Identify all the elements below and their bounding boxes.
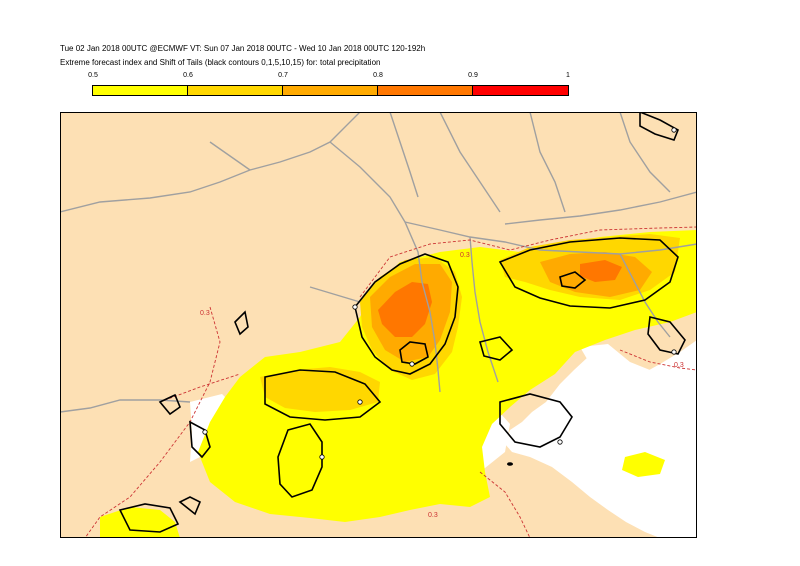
color-legend: 0.5 0.6 0.7 0.8 0.9 1 <box>88 72 574 100</box>
map-subtitle: Extreme forecast index and Shift of Tail… <box>60 58 381 67</box>
sot-contours <box>118 112 686 533</box>
contour-label-0.3-south: 0.3 <box>428 512 438 519</box>
legend-tick-4: 0.9 <box>468 72 478 79</box>
legend-tick-5: 1 <box>566 72 570 79</box>
efi-area-yellow-3 <box>622 452 665 477</box>
efi-dashed-contours <box>84 226 697 538</box>
contour-label-0.3-east: 0.3 <box>674 362 684 369</box>
efi-area-darkorange-1 <box>378 282 432 337</box>
map-frame <box>60 112 697 538</box>
legend-bin-0.8-0.9 <box>377 85 473 96</box>
contour-nodes <box>202 127 677 460</box>
legend-bin-0.6-0.7 <box>187 85 283 96</box>
legend-bin-0.7-0.8 <box>282 85 378 96</box>
legend-bin-0.9-1 <box>472 85 569 96</box>
legend-bin-0.5-0.6 <box>92 85 188 96</box>
legend-tick-2: 0.7 <box>278 72 288 79</box>
efi-area-darkorange-2 <box>580 260 622 282</box>
legend-tick-0: 0.5 <box>88 72 98 79</box>
map-title: Tue 02 Jan 2018 00UTC @ECMWF VT: Sun 07 … <box>60 44 426 53</box>
contour-label-0.3-north: 0.3 <box>460 252 470 259</box>
efi-area-yellow-2 <box>100 507 180 538</box>
efi-map: 0.3 0.3 0.3 0.3 <box>60 112 697 538</box>
legend-tick-1: 0.6 <box>183 72 193 79</box>
legend-tick-3: 0.8 <box>373 72 383 79</box>
small-island-marker <box>507 462 513 466</box>
contour-label-0.3-west: 0.3 <box>200 310 210 317</box>
sea-adriatic <box>580 344 697 412</box>
